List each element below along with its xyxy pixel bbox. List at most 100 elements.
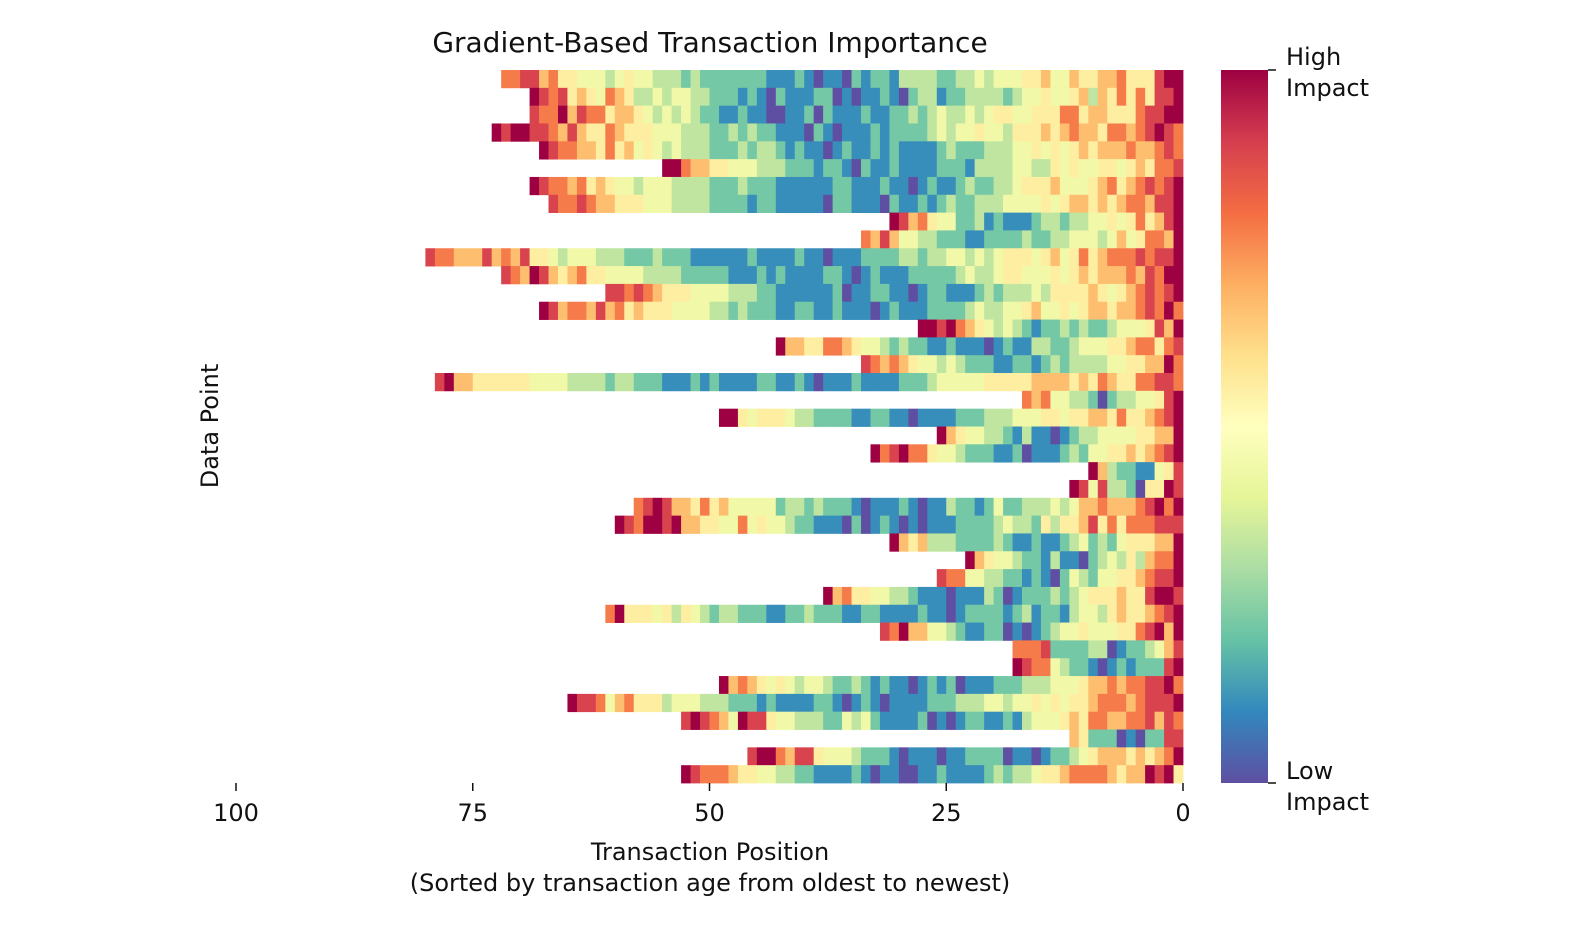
heatmap-cell [832,515,843,534]
heatmap-cell [1078,408,1089,427]
heatmap-cell [984,212,994,231]
heatmap-cell [1173,569,1184,588]
heatmap-cell [965,497,976,517]
heatmap-cell [936,248,947,267]
heatmap-cell [917,355,928,374]
heatmap-cell [1173,676,1184,695]
heatmap-cell [756,141,767,160]
heatmap-cell [974,248,985,267]
heatmap-cell [898,212,909,231]
heatmap-cell [1078,337,1089,356]
heatmap-cell [605,105,616,124]
heatmap-cell [974,87,985,107]
heatmap-cell [728,87,739,107]
heatmap-cell [898,533,909,552]
x-axis-label: Transaction Position [590,838,829,866]
heatmap-cell [870,159,881,178]
heatmap-cell [1145,765,1155,784]
heatmap-cell [671,373,682,392]
heatmap-cell [1012,355,1023,374]
heatmap-cell [539,70,549,89]
heatmap-cell [1012,248,1023,267]
heatmap-cell [804,711,815,730]
heatmap-cell [1135,497,1146,517]
heatmap-cell [633,693,644,713]
heatmap-cell [1097,141,1108,160]
heatmap-cell [984,283,994,303]
heatmap-cell [1097,212,1108,231]
heatmap-cell [1116,658,1127,677]
heatmap-cell [851,105,862,124]
heatmap-cell [861,373,871,392]
heatmap-cell [1050,123,1061,142]
heatmap-cell [1116,711,1127,730]
heatmap-cell [794,337,805,356]
heatmap-cell [1145,248,1155,267]
heatmap-cell [974,123,985,142]
heatmap-cell [1164,248,1174,267]
heatmap-cell [1022,586,1032,606]
heatmap-cell [1173,87,1184,107]
heatmap-cell [879,693,890,713]
heatmap-cell [662,248,673,267]
heatmap-cell [917,248,928,267]
heatmap-cell [1078,426,1089,445]
heatmap-cell [1164,123,1174,142]
heatmap-cell [605,87,616,107]
heatmap-cell [946,123,957,142]
heatmap-cell [851,604,862,623]
heatmap-cell [851,337,862,356]
heatmap-cell [1173,337,1184,356]
heatmap-cell [1059,87,1070,107]
heatmap-cell [870,87,881,107]
heatmap-cell [482,373,493,392]
heatmap-cell [1145,141,1155,160]
heatmap-cell [1154,497,1165,517]
heatmap-cell [1040,622,1051,641]
heatmap-cell [491,373,502,392]
heatmap-cell [1050,248,1061,267]
heatmap-cell [557,266,568,285]
heatmap-cell [1040,676,1051,695]
heatmap-cell [1107,711,1118,730]
heatmap-cell [889,105,900,124]
heatmap-cell [1116,676,1127,695]
heatmap-cell [766,497,777,517]
heatmap-cell [1059,248,1070,267]
heatmap-cell [936,569,947,588]
heatmap-cell [1126,622,1137,641]
heatmap-cell [974,551,985,570]
heatmap-cell [908,212,919,231]
heatmap-cell [633,176,644,196]
heatmap-cell [718,123,729,142]
heatmap-cell [1078,711,1089,730]
heatmap-cell [946,676,957,695]
heatmap-cell [1088,444,1099,463]
heatmap-cell [1097,283,1108,303]
heatmap-cell [785,604,796,623]
heatmap-cell [936,176,947,196]
heatmap-cell [927,515,938,534]
heatmap-cell [652,105,663,124]
heatmap-cell [1107,337,1118,356]
heatmap-cell [1173,105,1184,124]
heatmap-cell [908,266,919,285]
heatmap-cell [908,747,919,766]
heatmap-cell [1154,569,1165,588]
heatmap-cell [1164,551,1174,570]
heatmap-cell [965,765,976,784]
heatmap-cell [709,105,720,124]
heatmap-cell [1116,604,1127,623]
heatmap-cell [662,301,673,320]
heatmap-cell [955,159,966,178]
heatmap-cell [1145,212,1155,231]
heatmap-cell [747,515,758,534]
heatmap-cell [946,212,957,231]
heatmap-cell [756,693,767,713]
heatmap-cell [1173,266,1184,285]
heatmap-cell [917,515,928,534]
heatmap-cell [728,283,739,303]
heatmap-cell [917,408,928,427]
heatmap-cell [879,87,890,107]
heatmap-cell [965,301,976,320]
